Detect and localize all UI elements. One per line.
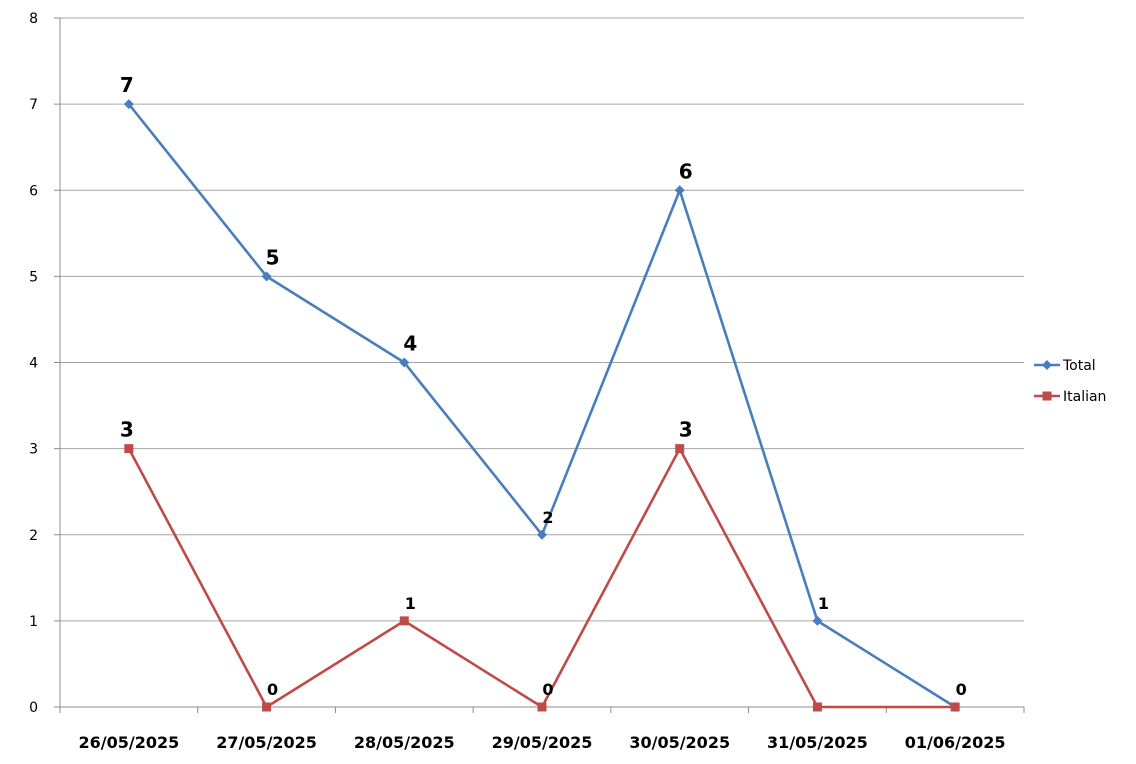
data-label: 3 (120, 418, 134, 442)
series-line-italian (127, 445, 956, 709)
legend-label-italian: Italian (1063, 389, 1106, 405)
x-tick-label: 31/05/2025 (767, 733, 868, 752)
data-label: 5 (266, 245, 280, 269)
y-tick-label: 4 (29, 356, 38, 372)
data-label: 0 (267, 680, 278, 699)
data-label: 4 (403, 332, 417, 356)
data-label: 6 (679, 159, 693, 183)
legend: Total Italian (1034, 358, 1106, 405)
data-point-italian (537, 702, 547, 712)
x-tick-label: 01/06/2025 (905, 733, 1006, 752)
gridlines (60, 17, 1024, 622)
x-tick-label: 30/05/2025 (629, 733, 730, 752)
data-point-italian (399, 616, 409, 626)
data-point-italian (950, 702, 960, 712)
data-label: 1 (405, 594, 416, 613)
series-line-total (127, 103, 956, 709)
data-label: 0 (542, 680, 553, 699)
data-point-total (812, 615, 823, 626)
data-label: 0 (956, 680, 967, 699)
data-label: 2 (542, 508, 553, 527)
x-tick-label: 29/05/2025 (492, 733, 593, 752)
x-axis-ticks: 26/05/2025 27/05/2025 28/05/2025 29/05/2025… (59, 707, 1025, 752)
series-layer (123, 99, 961, 712)
data-point-italian (262, 702, 272, 712)
data-label: 1 (818, 594, 829, 613)
y-axis-ticks: 0 1 2 3 4 5 6 7 8 (29, 11, 60, 716)
y-tick-label: 6 (29, 183, 38, 199)
data-point-italian (812, 702, 822, 712)
x-tick-label: 27/05/2025 (216, 733, 317, 752)
data-point-total (123, 99, 134, 110)
legend-label-total: Total (1062, 358, 1096, 374)
y-tick-label: 3 (29, 442, 38, 458)
y-tick-label: 8 (29, 11, 38, 27)
data-point-total (674, 185, 685, 196)
x-tick-label: 28/05/2025 (354, 733, 455, 752)
data-point-total (537, 529, 547, 540)
data-point-total (261, 271, 272, 282)
x-tick-label: 26/05/2025 (78, 733, 179, 752)
data-point-italian (124, 444, 134, 454)
data-label: 7 (120, 73, 134, 97)
data-label: 3 (679, 418, 693, 442)
data-point-italian (675, 444, 685, 454)
legend-marker-total (1042, 360, 1052, 370)
y-tick-label: 1 (29, 614, 38, 630)
y-tick-label: 7 (29, 97, 38, 113)
y-tick-label: 2 (29, 528, 38, 544)
y-tick-label: 0 (29, 700, 38, 716)
y-tick-label: 5 (29, 269, 38, 285)
legend-marker-italian (1042, 391, 1052, 401)
data-point-total (399, 357, 410, 368)
